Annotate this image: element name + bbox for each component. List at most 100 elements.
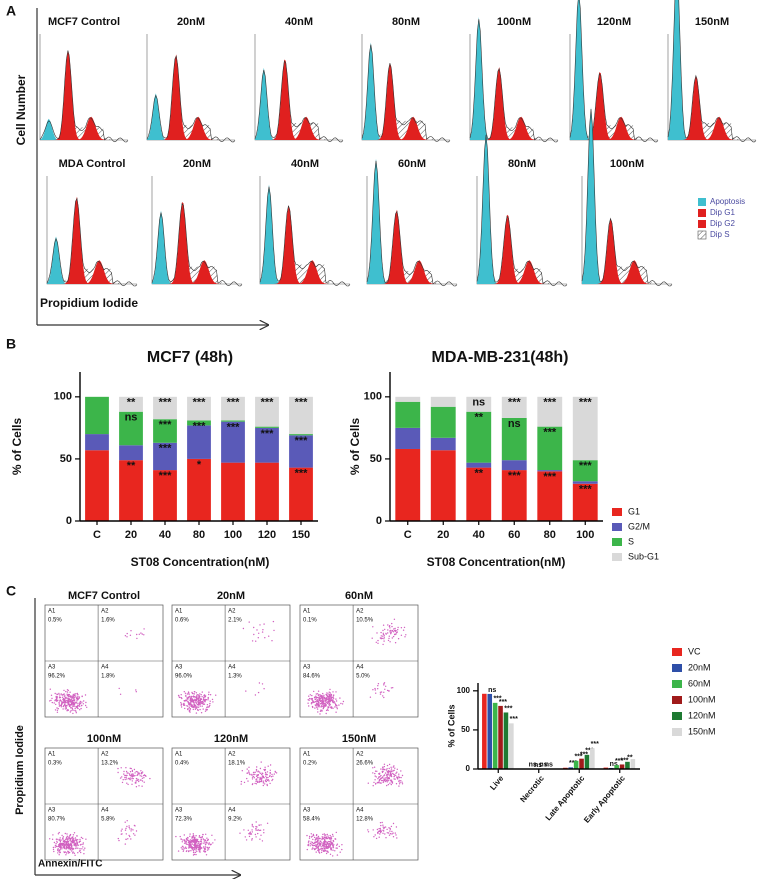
dot: [311, 848, 313, 850]
dot: [242, 627, 245, 630]
dot: [331, 696, 333, 699]
dot: [65, 697, 68, 699]
dot: [118, 839, 120, 842]
dot: [74, 693, 76, 695]
dot: [319, 694, 322, 696]
dot: [187, 708, 189, 710]
dot: [76, 835, 78, 837]
dot: [390, 770, 392, 772]
dot: [69, 691, 71, 693]
dot: [397, 629, 399, 631]
dot: [194, 704, 196, 706]
dot: [243, 829, 245, 831]
dot: [268, 775, 271, 778]
dot: [75, 693, 77, 695]
dot: [391, 637, 393, 639]
dot: [64, 708, 67, 710]
dot: [322, 699, 324, 701]
dot: [319, 713, 321, 715]
dot: [188, 850, 190, 852]
dot: [257, 776, 259, 779]
dot: [255, 836, 257, 838]
dot: [75, 845, 77, 847]
dot: [131, 778, 133, 780]
dot: [117, 837, 120, 840]
bar-segment: [395, 401, 421, 428]
dot: [326, 692, 328, 694]
dot: [184, 847, 186, 849]
dot: [140, 632, 142, 634]
dot: [71, 850, 73, 852]
dot: [192, 849, 195, 851]
dot: [255, 770, 258, 772]
significance: *: [197, 459, 202, 471]
dot: [247, 829, 249, 831]
dot: [192, 839, 194, 841]
dot: [60, 693, 62, 695]
dot: [336, 706, 338, 708]
dot: [63, 840, 65, 842]
dot: [257, 829, 260, 831]
dot: [183, 704, 185, 706]
dot: [400, 770, 402, 772]
dot: [63, 845, 66, 847]
dot: [69, 695, 71, 697]
dot: [126, 825, 128, 828]
legend-swatch: [672, 696, 682, 704]
dot: [336, 854, 339, 856]
dot: [189, 835, 191, 837]
dot: [68, 836, 70, 838]
dot: [190, 701, 192, 703]
dot: [383, 827, 385, 830]
dot: [395, 632, 398, 634]
dot: [387, 832, 390, 834]
bar-segment: [221, 420, 245, 422]
dot: [321, 849, 323, 852]
dot: [254, 771, 256, 774]
dots: [306, 763, 404, 857]
dot: [72, 848, 74, 851]
dot: [261, 776, 263, 778]
dot: [190, 850, 192, 852]
x-tick-label: 80: [193, 529, 205, 541]
dot: [67, 844, 69, 846]
dot: [197, 698, 199, 700]
dot: [63, 693, 65, 695]
dot: [193, 691, 196, 693]
significance: ***: [227, 397, 241, 409]
dot: [84, 704, 87, 707]
dot: [191, 704, 193, 706]
dot: [51, 838, 54, 840]
dot: [195, 707, 198, 709]
dot: [130, 630, 132, 632]
dot: [398, 785, 400, 787]
dot: [182, 839, 184, 841]
dot: [201, 842, 203, 844]
dot: [189, 833, 191, 835]
bar: [619, 764, 625, 769]
dot: [175, 835, 177, 838]
dot: [386, 776, 388, 779]
dot: [380, 631, 382, 634]
dot: [397, 638, 400, 640]
dot: [329, 699, 332, 702]
significance: ns: [534, 762, 542, 769]
dot: [321, 842, 323, 844]
x-tick-label: Late Apoptotic: [544, 773, 587, 822]
dot: [75, 843, 77, 846]
dot: [317, 839, 319, 841]
dot: [329, 846, 331, 848]
dot: [206, 846, 208, 848]
significance: ***: [580, 752, 588, 759]
dot: [322, 842, 324, 845]
dot: [314, 848, 317, 850]
dot: [317, 847, 319, 849]
dot: [200, 840, 202, 843]
dot: [269, 771, 271, 774]
quadrant-value: 1.6%: [101, 618, 115, 624]
dot: [125, 767, 127, 769]
bar-segment: [395, 448, 421, 521]
dot: [193, 706, 195, 709]
dot: [321, 838, 323, 841]
quadrant-label: A4: [101, 665, 109, 671]
